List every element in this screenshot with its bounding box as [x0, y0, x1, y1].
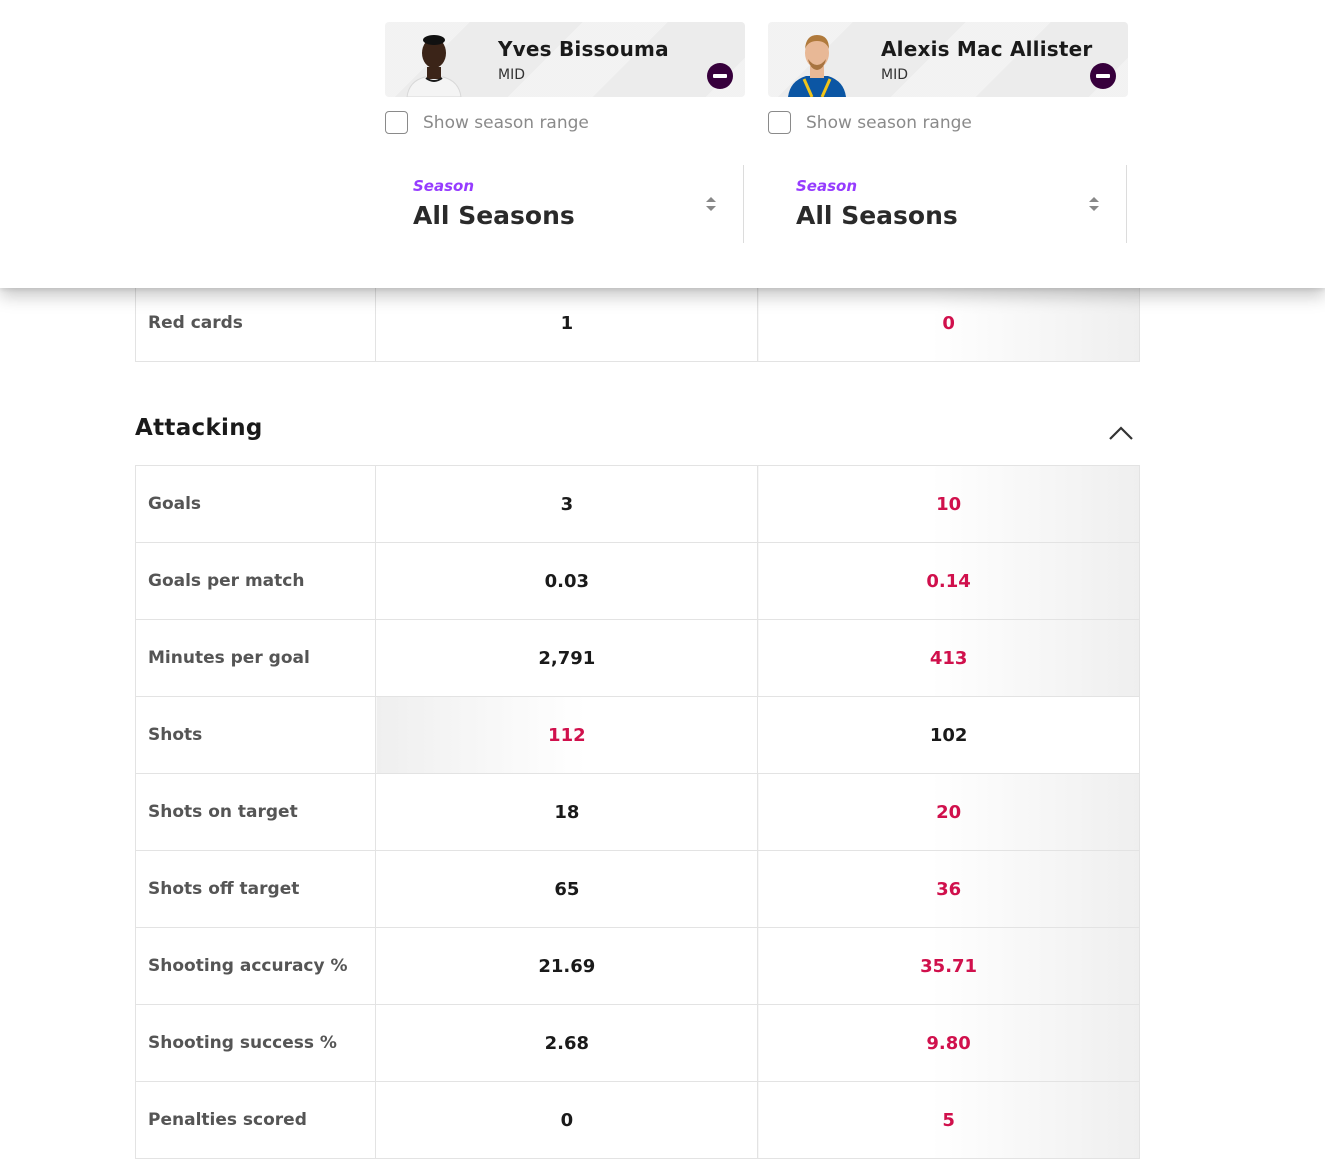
stat-value-player2: 0.14 — [757, 542, 1140, 620]
table-row: Shots off target 65 36 — [134, 850, 1140, 928]
attacking-table-wrap: Goals 3 10 Goals per match 0.03 0.14 Minutes p… — [134, 465, 1140, 1159]
stat-label: Shots on target — [134, 773, 377, 851]
season-select-value: All Seasons — [413, 201, 575, 230]
table-row: Goals 3 10 — [134, 465, 1140, 543]
stat-label: Shooting accuracy % — [134, 927, 377, 1005]
stat-value-player2: 10 — [757, 465, 1140, 543]
table-row: Shots 112 102 — [134, 696, 1140, 774]
player-position: MID — [498, 67, 525, 83]
sort-icon — [1089, 197, 1099, 211]
stat-value-player2: 36 — [757, 850, 1140, 928]
season-select-label: Season — [796, 177, 858, 195]
table-row: Minutes per goal 2,791 413 — [134, 619, 1140, 697]
stat-value-player1: 18 — [375, 773, 759, 851]
table-row: Shooting accuracy % 21.69 35.71 — [134, 927, 1140, 1005]
stat-value-player2: 413 — [757, 619, 1140, 697]
table-row: Penalties scored 0 5 — [134, 1081, 1140, 1159]
player-photo — [406, 35, 462, 97]
sort-icon — [706, 197, 716, 211]
season-range-label: Show season range — [806, 112, 972, 133]
discipline-table: Red cards 1 0 — [134, 284, 1140, 362]
player-card-1: Yves Bissouma MID — [385, 22, 745, 97]
stat-value-player1: 2,791 — [375, 619, 759, 697]
show-season-range-toggle-2[interactable]: Show season range — [768, 111, 972, 134]
stat-value-player1: 21.69 — [375, 927, 759, 1005]
show-season-range-toggle-1[interactable]: Show season range — [385, 111, 589, 134]
stat-label: Minutes per goal — [134, 619, 377, 697]
stat-value-player1: 2.68 — [375, 1004, 759, 1082]
chevron-up-icon[interactable] — [1108, 425, 1134, 441]
stat-value-player2: 9.80 — [757, 1004, 1140, 1082]
table-row: Goals per match 0.03 0.14 — [134, 542, 1140, 620]
stat-value-player2: 20 — [757, 773, 1140, 851]
stat-value-player2: 35.71 — [757, 927, 1140, 1005]
season-select-value: All Seasons — [796, 201, 958, 230]
stat-value-player1: 1 — [375, 284, 759, 362]
player-position: MID — [881, 67, 908, 83]
stat-value-player1: 3 — [375, 465, 759, 543]
player-photo — [788, 35, 846, 97]
stat-value-player1: 112 — [375, 696, 759, 774]
player-compare-header: Yves Bissouma MID Alexis Mac Allister MI… — [0, 0, 1325, 288]
stat-value-player2: 102 — [757, 696, 1140, 774]
checkbox-icon[interactable] — [768, 111, 791, 134]
stat-label: Goals per match — [134, 542, 377, 620]
stat-value-player2: 5 — [757, 1081, 1140, 1159]
stat-label: Penalties scored — [134, 1081, 377, 1159]
stat-value-player2: 0 — [757, 284, 1140, 362]
season-select-label: Season — [413, 177, 475, 195]
remove-icon[interactable] — [707, 63, 733, 89]
stat-label: Red cards — [134, 284, 377, 362]
player-card-2: Alexis Mac Allister MID — [768, 22, 1128, 97]
player-name: Alexis Mac Allister — [881, 37, 1093, 61]
stat-value-player1: 0 — [375, 1081, 759, 1159]
stat-label: Shots — [134, 696, 377, 774]
section-title: Attacking — [135, 415, 263, 441]
table-row: Shooting success % 2.68 9.80 — [134, 1004, 1140, 1082]
table-row: Shots on target 18 20 — [134, 773, 1140, 851]
attacking-table: Goals 3 10 Goals per match 0.03 0.14 Minutes p… — [134, 465, 1140, 1159]
attacking-section-header[interactable]: Attacking — [135, 415, 1140, 455]
stat-label: Goals — [134, 465, 377, 543]
season-select-2[interactable]: Season All Seasons — [768, 165, 1127, 243]
checkbox-icon[interactable] — [385, 111, 408, 134]
season-select-1[interactable]: Season All Seasons — [385, 165, 744, 243]
player-name: Yves Bissouma — [498, 37, 669, 61]
season-range-label: Show season range — [423, 112, 589, 133]
stat-value-player1: 65 — [375, 850, 759, 928]
stat-label: Shooting success % — [134, 1004, 377, 1082]
discipline-table-fragment: Red cards 1 0 — [134, 284, 1140, 362]
stat-label: Shots off target — [134, 850, 377, 928]
table-row: Red cards 1 0 — [134, 284, 1140, 362]
stat-value-player1: 0.03 — [375, 542, 759, 620]
remove-icon[interactable] — [1090, 63, 1116, 89]
